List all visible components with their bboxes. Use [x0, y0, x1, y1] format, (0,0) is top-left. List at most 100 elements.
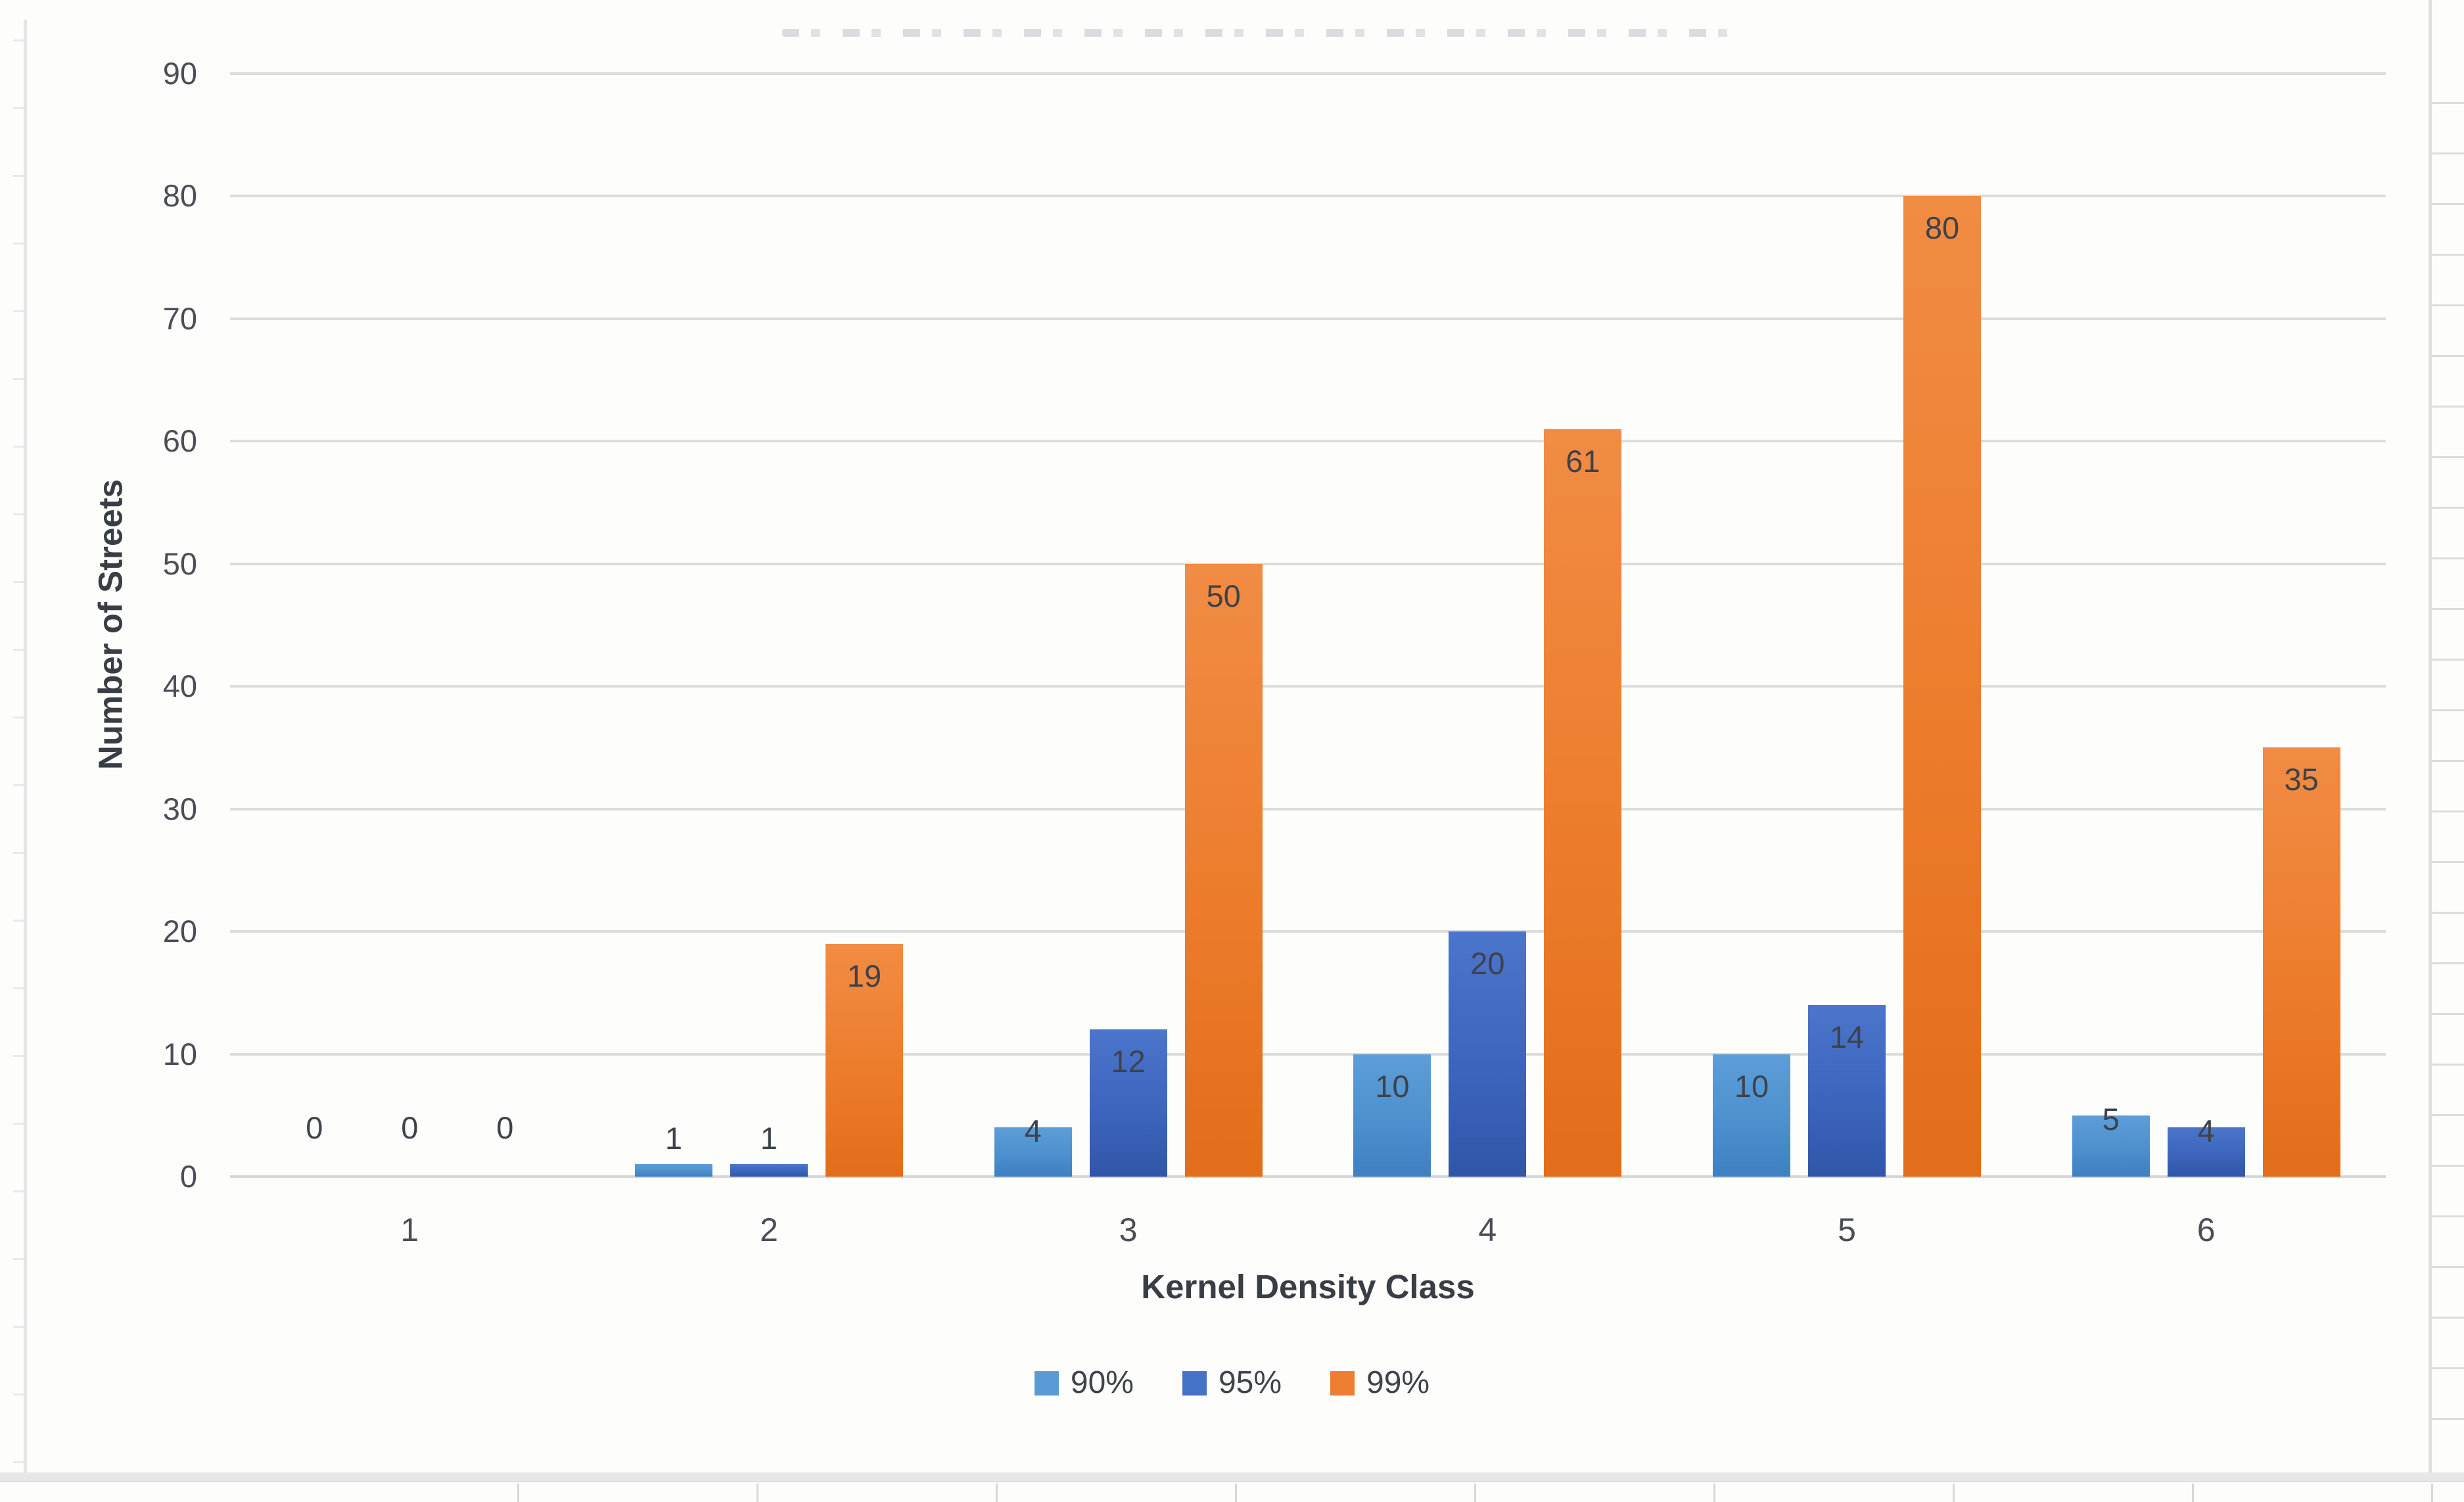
- row-gridline-stub: [13, 784, 24, 786]
- row-gridline-stub: [2432, 1215, 2464, 1217]
- legend-item-90[interactable]: 90%: [1034, 1366, 1134, 1400]
- row-gridline-stub: [13, 513, 24, 515]
- row-gridline-stub: [2432, 861, 2464, 863]
- row-gridline-stub: [2432, 709, 2464, 711]
- data-label: 61: [1566, 443, 1600, 479]
- bar-90pct-class-2[interactable]: [635, 1164, 712, 1177]
- row-gridline-stub: [2432, 153, 2464, 154]
- y-tick-label: 60: [162, 423, 197, 459]
- row-gridline-stub: [13, 1123, 24, 1125]
- row-gridline-stub: [2432, 912, 2464, 914]
- bar-90pct-class-6[interactable]: [2072, 1115, 2150, 1177]
- bar-99pct-class-3[interactable]: [1184, 563, 1263, 1177]
- row-gridline-stub: [13, 39, 24, 41]
- row-gridline-stub: [2432, 102, 2464, 104]
- bar-95pct-class-3[interactable]: [1089, 1029, 1167, 1177]
- row-gridline-stub: [13, 1190, 24, 1192]
- legend-item-95[interactable]: 95%: [1182, 1366, 1282, 1400]
- y-tick-label: 10: [162, 1036, 197, 1071]
- row-gridline-stub: [2432, 1064, 2464, 1066]
- row-gridline-stub: [13, 243, 24, 245]
- legend-label: 99%: [1366, 1365, 1430, 1400]
- chart-left-border: [24, 20, 27, 1472]
- gridline: [230, 440, 2386, 443]
- data-label: 0: [496, 1110, 514, 1145]
- legend-label: 95%: [1218, 1365, 1282, 1400]
- bar-95pct-class-5[interactable]: [1808, 1004, 1886, 1177]
- row-gridline-stub: [13, 1326, 24, 1328]
- bar-99pct-class-5[interactable]: [1903, 196, 1981, 1177]
- row-gridline-stub: [2432, 1418, 2464, 1420]
- row-gridline-stub: [2432, 608, 2464, 610]
- row-gridline-stub: [2432, 507, 2464, 509]
- column-gridline-stub: [1235, 1484, 1237, 1502]
- row-gridline-stub: [2432, 760, 2464, 762]
- row-gridline-stub: [2432, 203, 2464, 205]
- bar-95pct-class-2[interactable]: [730, 1164, 808, 1177]
- row-gridline-stub: [13, 852, 24, 854]
- column-gridline-stub: [1713, 1484, 1715, 1502]
- x-category-label: 1: [400, 1211, 419, 1248]
- data-label: 19: [847, 958, 882, 993]
- data-label: 20: [1470, 946, 1505, 981]
- y-tick-label: 70: [162, 300, 197, 336]
- y-tick-label: 0: [179, 1159, 197, 1194]
- bar-99pct-class-6[interactable]: [2262, 747, 2340, 1177]
- x-category-label: 2: [760, 1211, 778, 1248]
- row-gridline-stub: [2432, 1013, 2464, 1015]
- x-category-label: 4: [1478, 1211, 1497, 1248]
- row-gridline-stub: [2432, 304, 2464, 306]
- legend-swatch-95: [1182, 1371, 1207, 1396]
- row-gridline-stub: [13, 716, 24, 718]
- row-gridline-stub: [2432, 254, 2464, 256]
- row-gridline-stub: [13, 1258, 24, 1260]
- bar-99pct-class-2[interactable]: [825, 943, 903, 1177]
- legend: 90% 95% 99%: [0, 1366, 2464, 1400]
- row-gridline-stub: [2432, 962, 2464, 964]
- bar-90pct-class-3[interactable]: [994, 1127, 1072, 1177]
- row-gridline-stub: [13, 581, 24, 583]
- x-axis-title: Kernel Density Class: [1141, 1268, 1475, 1305]
- data-label: 10: [1734, 1068, 1769, 1104]
- column-gridline-stub: [756, 1484, 758, 1502]
- column-gridline-stub: [996, 1484, 998, 1502]
- row-gridline-stub: [2432, 1165, 2464, 1167]
- data-label: 10: [1375, 1068, 1410, 1104]
- data-label: 0: [306, 1110, 323, 1145]
- x-category-label: 3: [1119, 1211, 1138, 1248]
- row-gridline-stub: [13, 649, 24, 651]
- column-gridline-stub: [517, 1484, 519, 1502]
- bar-95pct-class-4[interactable]: [1449, 931, 1527, 1177]
- data-label: 4: [2197, 1114, 2215, 1149]
- row-gridline-stub: [2432, 1114, 2464, 1116]
- data-label: 1: [664, 1121, 683, 1156]
- row-gridline-stub: [13, 1461, 24, 1463]
- data-label: 0: [401, 1110, 419, 1145]
- bar-90pct-class-5[interactable]: [1713, 1054, 1790, 1177]
- data-label: 12: [1111, 1044, 1146, 1079]
- chart-right-border: [2429, 0, 2432, 1472]
- legend-swatch-99: [1330, 1371, 1355, 1396]
- row-gridline-stub: [13, 310, 24, 312]
- row-gridline-stub: [2432, 557, 2464, 559]
- x-category-label: 5: [1838, 1211, 1856, 1248]
- legend-item-99[interactable]: 99%: [1330, 1366, 1430, 1400]
- bar-95pct-class-6[interactable]: [2167, 1127, 2245, 1177]
- row-gridline-stub: [13, 378, 24, 380]
- gridline: [230, 72, 2386, 75]
- gridline: [230, 195, 2386, 198]
- column-gridline-stub: [2192, 1484, 2194, 1502]
- bar-99pct-class-4[interactable]: [1544, 429, 1622, 1177]
- bar-90pct-class-4[interactable]: [1353, 1054, 1431, 1177]
- data-label: 35: [2284, 762, 2319, 797]
- row-gridline-stub: [2432, 810, 2464, 812]
- gridline: [230, 807, 2386, 810]
- row-gridline-stub: [13, 446, 24, 448]
- y-tick-label: 80: [162, 178, 197, 214]
- data-label: 50: [1206, 578, 1241, 613]
- data-label: 4: [1024, 1114, 1042, 1149]
- row-gridline-stub: [13, 1055, 24, 1057]
- chart-bottom-border: [0, 1472, 2464, 1482]
- row-gridline-stub: [13, 175, 24, 177]
- row-gridline-stub: [2432, 406, 2464, 408]
